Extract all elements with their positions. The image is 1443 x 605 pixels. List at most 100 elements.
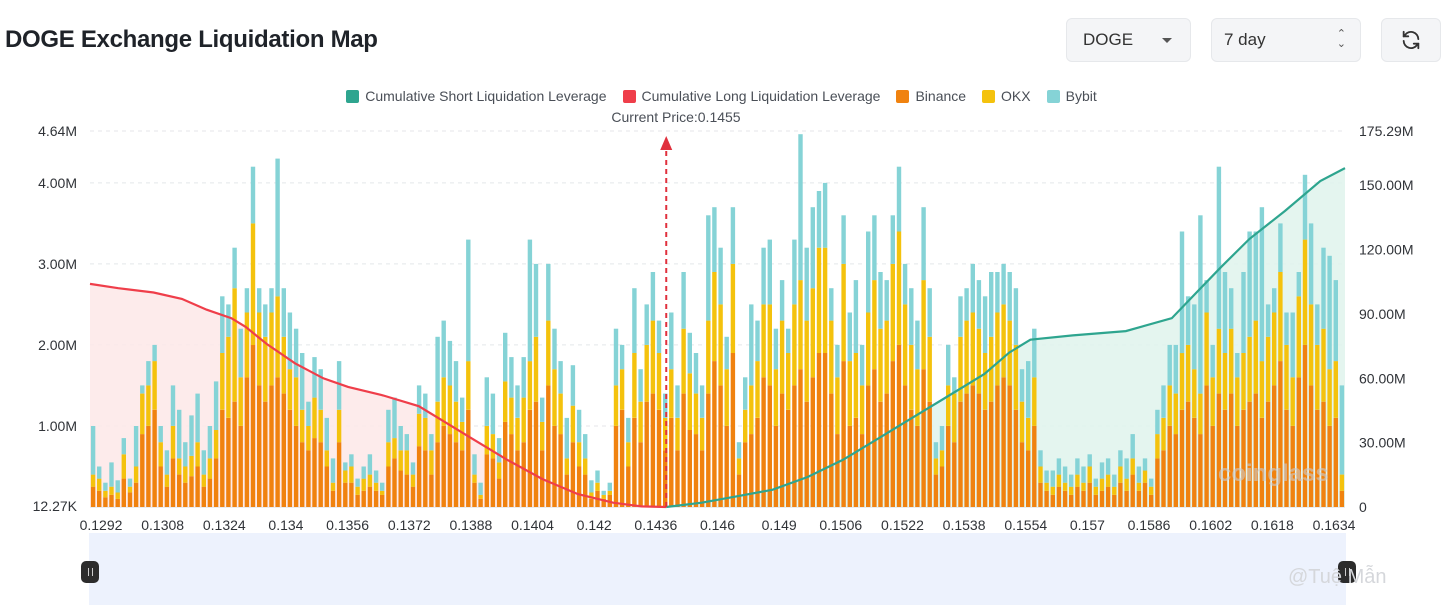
bar-binance — [1247, 401, 1252, 507]
bar-binance — [503, 421, 508, 507]
period-select[interactable]: 7 day ⌃ ⌄ — [1211, 18, 1361, 62]
x-tick-label: 0.142 — [577, 517, 612, 530]
bar-bybit — [515, 385, 520, 418]
bar-binance — [324, 466, 329, 507]
bar-bybit — [213, 381, 219, 430]
bar-okx — [386, 442, 391, 467]
bar-binance — [121, 478, 126, 507]
bar-bybit — [1333, 280, 1338, 362]
bar-bybit — [1069, 474, 1074, 487]
x-tick-label: 0.134 — [268, 517, 303, 530]
bar-bybit — [872, 215, 877, 281]
coin-select[interactable]: DOGE — [1066, 18, 1191, 62]
bar-binance — [1278, 361, 1283, 507]
bar-okx — [656, 353, 662, 410]
bar-binance — [207, 478, 213, 507]
bar-binance — [829, 393, 834, 507]
bar-okx — [921, 280, 926, 370]
range-slider[interactable] — [89, 533, 1346, 605]
legend-item-short-cum[interactable]: Cumulative Short Liquidation Leverage — [346, 88, 607, 104]
bar-bybit — [822, 182, 828, 248]
bar-bybit — [663, 393, 668, 418]
bar-okx — [946, 385, 951, 426]
bar-okx — [644, 344, 649, 402]
bar-bybit — [595, 470, 600, 483]
bar-binance — [638, 442, 643, 507]
legend-item-okx[interactable]: OKX — [982, 88, 1031, 104]
legend-item-binance[interactable]: Binance — [896, 88, 966, 104]
bar-bybit — [429, 434, 434, 451]
bar-okx — [1265, 336, 1271, 402]
bar-okx — [1105, 474, 1111, 487]
bar-binance — [847, 426, 852, 507]
bar-binance — [312, 438, 317, 507]
bar-bybit — [749, 304, 754, 386]
bar-okx — [816, 247, 822, 353]
bar-binance — [989, 401, 994, 507]
bar-bybit — [1105, 458, 1111, 475]
bar-okx — [866, 312, 871, 386]
bar-binance — [423, 450, 428, 507]
bar-binance — [1044, 490, 1049, 507]
bar-bybit — [644, 304, 649, 345]
bar-okx — [257, 312, 262, 386]
bar-okx — [681, 328, 686, 394]
bar-bybit — [533, 263, 539, 337]
refresh-button[interactable] — [1381, 18, 1441, 62]
bar-binance — [964, 393, 969, 507]
bar-bybit — [140, 385, 145, 394]
bar-bybit — [718, 247, 723, 305]
bar-bybit — [1216, 166, 1222, 329]
bar-okx — [1302, 239, 1308, 345]
bar-okx — [952, 393, 957, 443]
legend-item-bybit[interactable]: Bybit — [1046, 88, 1097, 104]
legend-item-long-cum[interactable]: Cumulative Long Liquidation Leverage — [622, 88, 880, 104]
bar-okx — [576, 442, 582, 467]
bar-bybit — [435, 336, 440, 402]
long-cum-line — [89, 282, 667, 509]
bar-binance — [601, 498, 606, 507]
bar-bybit — [1308, 223, 1314, 305]
bar-okx — [447, 385, 453, 434]
bar-bybit — [1173, 344, 1178, 394]
bar-binance — [1284, 409, 1289, 507]
bar-binance — [386, 466, 391, 507]
bar-bybit — [902, 263, 908, 305]
x-tick-label: 0.1404 — [511, 517, 554, 530]
bar-binance — [533, 401, 539, 507]
bar-binance — [1050, 494, 1055, 507]
bar-okx — [1093, 486, 1098, 495]
bar-binance — [773, 426, 779, 507]
slider-handle-right[interactable] — [1338, 561, 1356, 583]
bar-binance — [712, 361, 717, 507]
x-tick-label: 0.1634 — [1313, 517, 1356, 530]
bar-okx — [1308, 304, 1314, 386]
bar-bybit — [324, 417, 329, 451]
bar-bybit — [1099, 462, 1105, 479]
bar-bybit — [1315, 304, 1320, 345]
bar-okx — [183, 466, 188, 483]
bar-binance — [687, 430, 692, 507]
bar-okx — [699, 417, 705, 451]
bar-binance — [1327, 426, 1332, 507]
bar-binance — [693, 434, 699, 507]
bar-bybit — [816, 191, 822, 248]
bar-binance — [466, 409, 471, 507]
x-tick-label: 0.1602 — [1189, 517, 1232, 530]
y-left-tick-label: 3.00M — [38, 256, 77, 272]
bar-okx — [1296, 296, 1301, 378]
bar-binance — [1038, 482, 1043, 507]
bar-binance — [1026, 450, 1031, 507]
bar-okx — [1161, 417, 1166, 451]
bar-binance — [1013, 409, 1019, 507]
y-right-tick-label: 150.00M — [1359, 177, 1413, 193]
slider-handle-left[interactable] — [81, 561, 99, 583]
coin-select-value: DOGE — [1083, 30, 1134, 49]
bar-okx — [97, 478, 102, 491]
bar-bybit — [927, 288, 932, 337]
bar-bybit — [982, 296, 988, 353]
bar-bybit — [398, 426, 403, 451]
bar-okx — [109, 486, 114, 495]
bar-okx — [1222, 353, 1228, 410]
period-select-value: 7 day — [1224, 30, 1266, 49]
